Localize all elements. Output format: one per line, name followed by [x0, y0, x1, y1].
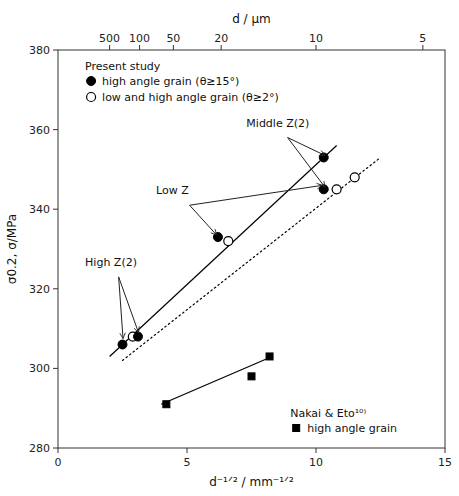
point [332, 185, 341, 194]
x2-tick [139, 45, 140, 50]
y-tick-label: 380 [29, 44, 50, 57]
x2-tick [173, 45, 174, 50]
x2-tick-label: 500 [99, 32, 120, 45]
x-tick-label: 10 [309, 456, 323, 469]
legend-label: high angle grain [307, 422, 397, 435]
plot-area [110, 138, 381, 408]
arrow [288, 138, 325, 156]
y-tick-label: 340 [29, 203, 50, 216]
x2-tick-label: 20 [214, 32, 228, 45]
x-axis-label: d⁻¹ᐟ² / mm⁻¹ᐟ² [209, 475, 294, 489]
x2-axis-label: d / μm [232, 12, 271, 26]
point [248, 373, 255, 380]
point [350, 173, 359, 182]
annotation: Low Z [156, 184, 189, 197]
x-tick [187, 448, 188, 453]
arrow [190, 205, 217, 235]
legend-label: low and high angle grain (θ≥2°) [102, 91, 279, 104]
legend-title: Nakai & Eto¹⁰⁾ [290, 407, 366, 420]
x2-tick [109, 45, 110, 50]
x2-tick-label: 10 [309, 32, 323, 45]
legend-marker [87, 93, 96, 102]
x2-tick-label: 50 [166, 32, 180, 45]
x-tick [445, 448, 446, 453]
x2-tick [221, 45, 222, 50]
arrow [190, 185, 323, 205]
y-tick [53, 50, 58, 51]
y-tick-label: 280 [29, 442, 50, 455]
y-tick-label: 360 [29, 124, 50, 137]
y-tick-label: 320 [29, 283, 50, 296]
legend: Present study high angle grain (θ≥15°) low… [85, 60, 279, 104]
point [224, 237, 233, 246]
y-tick [53, 368, 58, 369]
legend-label: high angle grain (θ≥15°) [102, 75, 239, 88]
x2-tick-label: 5 [419, 32, 426, 45]
x-tick-label: 0 [55, 456, 62, 469]
annotation: High Z(2) [85, 256, 137, 269]
y-tick [53, 129, 58, 130]
y-tick-label: 300 [29, 362, 50, 375]
legend-title: Present study [85, 60, 161, 73]
legend: Nakai & Eto¹⁰⁾ high angle grain [290, 407, 397, 435]
trend-line [123, 157, 381, 360]
x2-tick-label: 100 [129, 32, 150, 45]
x-tick-label: 15 [438, 456, 452, 469]
y-tick [53, 209, 58, 210]
plot-frame [58, 50, 445, 448]
point [213, 233, 222, 242]
x2-tick [422, 45, 423, 50]
y-axis-label: σ0.2, σ/MPa [5, 214, 19, 284]
y-tick [53, 288, 58, 289]
y-tick [53, 448, 58, 449]
point [266, 353, 273, 360]
x-tick [58, 448, 59, 453]
annotation: Middle Z(2) [246, 117, 309, 130]
trend-line [110, 146, 337, 357]
arrow [288, 138, 325, 188]
legend-marker [293, 425, 300, 432]
x-tick-label: 5 [184, 456, 191, 469]
legend-marker [87, 77, 96, 86]
point [133, 332, 142, 341]
point [118, 340, 127, 349]
arrow [119, 277, 139, 333]
point [163, 401, 170, 408]
chart: 0 5 10 15 280 300 320 340 360 380 500 100 50 20 10 5 d⁻¹… [0, 0, 459, 496]
x-tick [316, 448, 317, 453]
x2-tick [316, 45, 317, 50]
trend-line [161, 356, 272, 404]
